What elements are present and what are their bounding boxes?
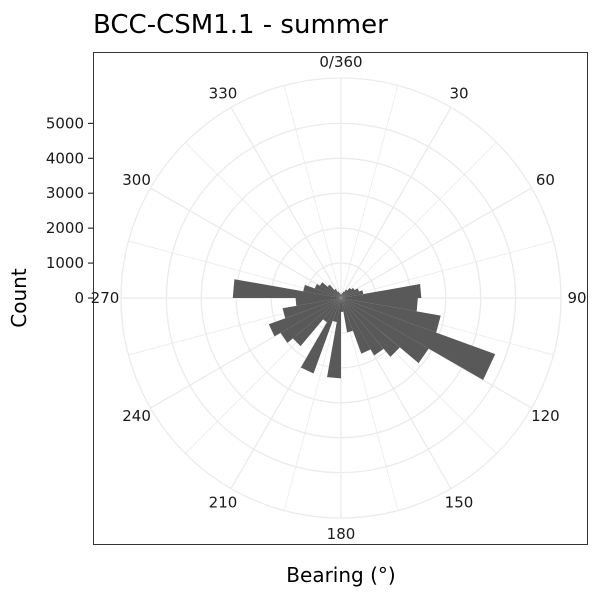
grid-spoke-minor <box>340 142 497 299</box>
bar-bin-350 <box>340 294 341 298</box>
y-axis-title: Count <box>7 268 31 328</box>
bar-bin-50 <box>341 287 355 298</box>
bar-bin-190 <box>332 298 341 323</box>
bar-bin-250 <box>282 298 341 319</box>
bar-bin-10 <box>341 292 343 298</box>
bar-bin-240 <box>268 298 341 337</box>
bar-bin-330 <box>337 291 341 298</box>
bearing-label-90: 90 <box>567 289 586 307</box>
bearing-label-60: 60 <box>536 171 555 189</box>
bar-bin-120 <box>341 298 429 364</box>
bar-bin-270 <box>232 279 341 298</box>
grid-spoke-minor <box>340 240 554 299</box>
grid-spoke-major <box>340 187 532 299</box>
bearing-label-270: 270 <box>91 289 120 307</box>
count-tick-label: 5000 <box>46 114 84 132</box>
bar-bin-150 <box>341 298 371 354</box>
bar-bin-210 <box>323 298 341 323</box>
bar-bin-280 <box>303 284 341 298</box>
grid-spoke-major <box>230 107 342 299</box>
grid-spoke-minor <box>283 85 342 299</box>
bearing-label-30: 30 <box>449 85 468 103</box>
bar-bin-60 <box>341 288 360 298</box>
count-tick-label: 1000 <box>46 254 84 272</box>
bar-bin-20 <box>341 291 345 298</box>
grid-spoke-minor <box>185 142 342 299</box>
bar-bin-290 <box>314 284 341 298</box>
bar-bin-340 <box>339 292 341 298</box>
count-tick-label: 2000 <box>46 219 84 237</box>
grid-spoke-major <box>230 297 342 489</box>
bar-bin-320 <box>334 288 341 298</box>
bar-bin-300 <box>319 282 341 298</box>
grid-spoke-minor <box>340 85 399 299</box>
bearing-label-120: 120 <box>531 407 560 425</box>
bar-bin-220 <box>292 298 341 347</box>
bearing-label-0: 0/360 <box>319 53 362 71</box>
bar-bin-30 <box>341 289 348 298</box>
grid-spoke-major <box>150 297 342 409</box>
bar-bin-160 <box>341 298 353 333</box>
bars <box>232 279 496 381</box>
count-tick-label: 3000 <box>46 184 84 202</box>
bar-bin-130 <box>341 298 400 357</box>
bar-bin-40 <box>341 287 352 298</box>
x-axis-title: Bearing (°) <box>286 563 395 587</box>
bearing-label-210: 210 <box>209 493 238 511</box>
bearing-label-330: 330 <box>209 85 238 103</box>
grid-spoke-major <box>150 187 342 299</box>
bearing-label-150: 150 <box>445 493 474 511</box>
count-tick-label: 4000 <box>46 149 84 167</box>
bar-bin-110 <box>341 298 496 381</box>
bar-bin-180 <box>327 298 341 379</box>
count-tick-label: 0 <box>74 289 84 307</box>
chart-title: BCC-CSM1.1 - summer <box>93 10 388 40</box>
bar-bin-140 <box>341 298 384 356</box>
bearing-label-240: 240 <box>122 407 151 425</box>
bar-bin-170 <box>341 298 344 312</box>
bar-bin-310 <box>327 284 341 298</box>
bar-bin-70 <box>341 290 364 298</box>
bar-bin-80 <box>341 284 422 298</box>
bearing-label-180: 180 <box>327 525 356 543</box>
bar-bin-90 <box>341 298 418 312</box>
grid-spoke-minor <box>340 297 399 511</box>
grid-spoke-minor <box>283 297 342 511</box>
bar-bin-100 <box>341 298 441 333</box>
bearing-label-300: 300 <box>122 171 151 189</box>
bearing-tick-labels: 0/360 30 60 90 120 150 180 210 240 270 300 330 <box>91 53 587 543</box>
grid-spoke-major <box>340 107 452 299</box>
bar-bin-230 <box>280 298 341 343</box>
bar-bin-0 <box>341 294 342 298</box>
count-axis: 0 1000 2000 3000 4000 5000 <box>46 114 93 307</box>
bar-bin-260 <box>295 298 341 306</box>
bar-bin-200 <box>300 298 341 374</box>
